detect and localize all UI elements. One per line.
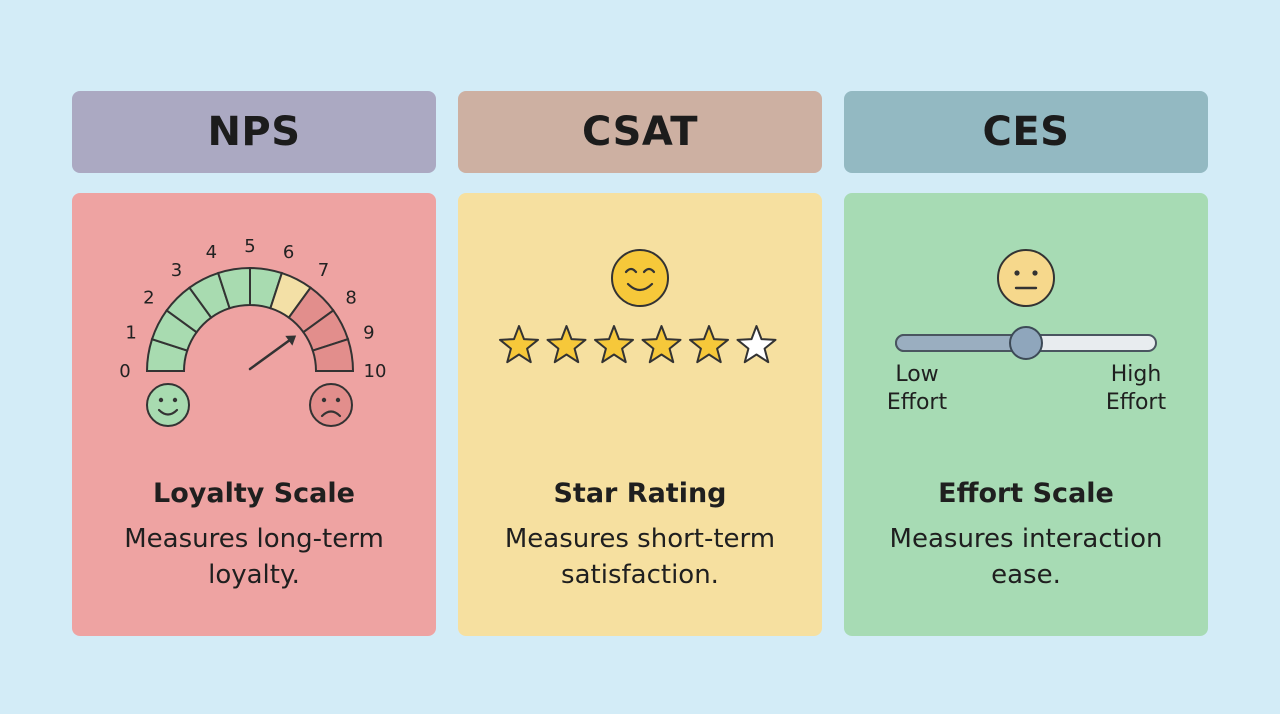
gauge-scale-label: 7 xyxy=(318,260,329,281)
sad-face-icon xyxy=(309,383,353,427)
smiley-face-icon xyxy=(611,249,669,307)
gauge-scale-label: 4 xyxy=(206,242,217,263)
gauge-scale-label: 1 xyxy=(125,322,136,343)
gauge-needle xyxy=(248,335,297,371)
gauge-scale-label: 2 xyxy=(143,288,154,309)
low-effort-label: Low Effort xyxy=(886,362,948,415)
csat-rating-graphic xyxy=(498,249,777,364)
filled-star-icon xyxy=(498,325,540,364)
gauge-scale-label: 9 xyxy=(363,322,374,343)
gauge-scale-label: 8 xyxy=(345,288,356,309)
gauge-scale-label: 10 xyxy=(364,361,387,382)
gauge-scale-label: 6 xyxy=(283,242,294,263)
nps-description: Measures long-term loyalty. xyxy=(124,524,384,590)
nps-gauge: 0 123 4 5 6 789 10 xyxy=(119,236,387,427)
smiley-face-icon xyxy=(146,383,190,427)
csat-title: Star Rating xyxy=(553,478,727,509)
gauge-scale-label: 5 xyxy=(244,236,255,257)
ces-description: Measures interaction ease. xyxy=(889,524,1163,590)
gauge-segment xyxy=(311,337,355,372)
nps-title: Loyalty Scale xyxy=(153,478,355,509)
filled-star-icon xyxy=(546,325,587,364)
csat-description: Measures short-term satisfaction. xyxy=(504,524,776,590)
gauge-scale-label: 0 xyxy=(119,361,130,382)
slider-fill xyxy=(895,334,1027,352)
ces-slider-graphic xyxy=(895,249,1157,360)
slider-knob[interactable] xyxy=(1009,326,1043,360)
ces-header: CES xyxy=(844,91,1208,173)
nps-header: NPS xyxy=(72,91,436,173)
filled-star-icon xyxy=(688,325,730,364)
empty-star-icon xyxy=(736,325,777,364)
neutral-face-icon xyxy=(997,249,1055,307)
ces-title: Effort Scale xyxy=(938,478,1114,509)
high-effort-label: High Effort xyxy=(1105,362,1167,415)
csat-header: CSAT xyxy=(458,91,822,173)
nps-card: 0 1 2 3 4 5 6 7 8 9 10 Loyalty Scale Measures long… xyxy=(72,193,436,636)
csat-card: Star Rating Measures short-term satisfac… xyxy=(458,193,822,636)
gauge-scale-label: 3 xyxy=(171,260,182,281)
filled-star-icon xyxy=(641,325,682,364)
ces-card: Low Effort High Effort Effort Scale Meas… xyxy=(844,193,1208,636)
filled-star-icon xyxy=(593,325,635,364)
